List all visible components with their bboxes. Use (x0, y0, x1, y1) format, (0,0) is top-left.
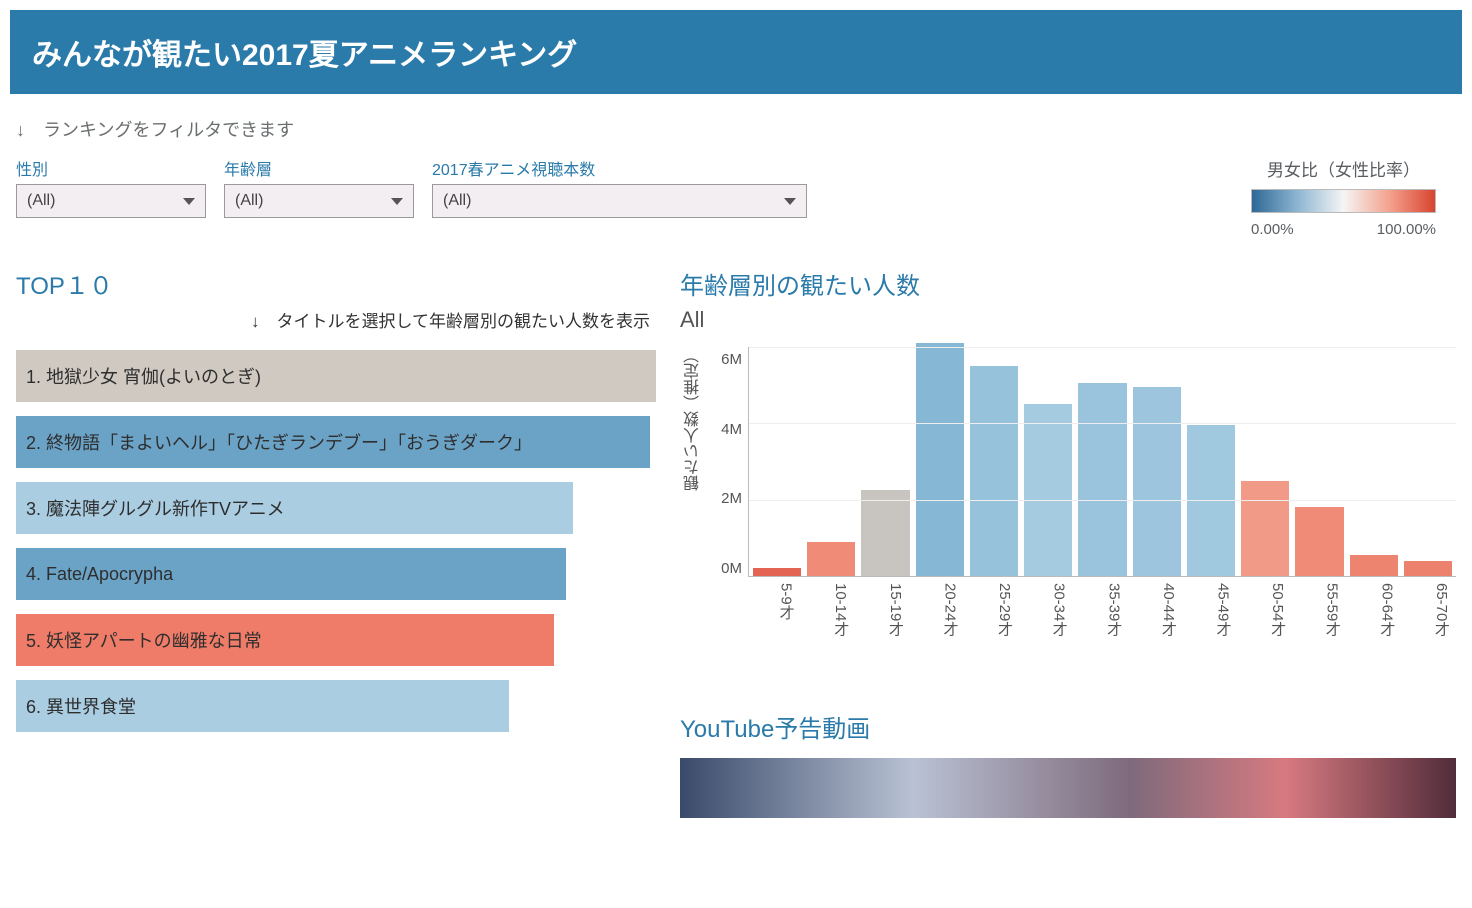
legend-max: 100.00% (1377, 221, 1436, 238)
y-tick: 0M (708, 560, 742, 577)
legend-min: 0.00% (1251, 221, 1294, 238)
filter-value: (All) (27, 192, 55, 210)
age-chart-y-axis: 6M 4M 2M 0M (708, 347, 742, 577)
chevron-down-icon (391, 198, 403, 205)
age-bar[interactable] (1078, 383, 1126, 576)
ranking-bar[interactable]: 3. 魔法陣グルグル新作TVアニメ (16, 482, 573, 534)
youtube-section-title: YouTube予告動画 (680, 709, 1456, 744)
age-bar[interactable] (753, 568, 801, 576)
ranking-bar[interactable]: 5. 妖怪アパートの幽雅な日常 (16, 614, 554, 666)
x-tick: 30-34才 (1021, 583, 1070, 663)
top10-bar-list: 1. 地獄少女 宵伽(よいのとぎ) 2. 終物語「まよいヘル」「ひたぎランデブー」… (16, 350, 656, 732)
age-bar[interactable] (916, 343, 964, 576)
filter-select[interactable]: (All) (432, 184, 807, 218)
age-bar[interactable] (861, 490, 909, 576)
filter-label: 年齢層 (224, 156, 414, 180)
x-tick: 10-14才 (803, 583, 852, 663)
filter-row: 性別 (All) 年齢層 (All) 2017春アニメ視聴本数 (All) 男女比（女性比… (0, 156, 1472, 238)
filter-年齢層: 年齢層 (All) (224, 156, 414, 218)
filter-value: (All) (235, 192, 263, 210)
age-chart-x-axis: 5-9才10-14才15-19才20-24才25-29才30-34才35-39才… (744, 577, 1456, 663)
filter-hint: ↓ ランキングをフィルタできます (0, 116, 1472, 156)
age-bar[interactable] (1241, 481, 1289, 576)
age-chart-title: 年齢層別の観たい人数 (680, 266, 1456, 301)
age-bar[interactable] (1133, 387, 1181, 576)
x-tick: 20-24才 (912, 583, 961, 663)
x-tick: 55-59才 (1294, 583, 1343, 663)
filter-select[interactable]: (All) (16, 184, 206, 218)
x-tick: 60-64才 (1349, 583, 1398, 663)
x-tick: 35-39才 (1076, 583, 1125, 663)
x-tick: 50-54才 (1239, 583, 1288, 663)
filter-value: (All) (443, 192, 471, 210)
top10-hint: ↓ タイトルを選択して年齢層別の観たい人数を表示 (16, 307, 656, 332)
age-bar[interactable] (1024, 404, 1072, 576)
age-bar[interactable] (1404, 561, 1452, 576)
y-tick: 2M (708, 490, 742, 507)
x-tick: 65-70才 (1403, 583, 1452, 663)
y-tick: 6M (708, 351, 742, 368)
filter-label: 2017春アニメ視聴本数 (432, 156, 807, 180)
age-chart: 観たい人数（推定） 6M 4M 2M 0M (680, 347, 1456, 577)
ranking-bar[interactable]: 2. 終物語「まよいヘル」「ひたぎランデブー」「おうぎダーク」 (16, 416, 650, 468)
top10-title: TOP１０ (16, 266, 656, 301)
ranking-bar[interactable]: 1. 地獄少女 宵伽(よいのとぎ) (16, 350, 656, 402)
ranking-bar[interactable]: 6. 異世界食堂 (16, 680, 509, 732)
x-tick: 45-49才 (1185, 583, 1234, 663)
filter-2017春アニメ視聴本数: 2017春アニメ視聴本数 (All) (432, 156, 807, 218)
chevron-down-icon (183, 198, 195, 205)
legend-gradient (1251, 189, 1436, 213)
age-bar[interactable] (1350, 555, 1398, 576)
x-tick: 5-9才 (748, 583, 797, 663)
age-bar[interactable] (807, 542, 855, 576)
age-chart-y-label: 観たい人数（推定） (680, 347, 708, 531)
ranking-bar[interactable]: 4. Fate/Apocrypha (16, 548, 566, 600)
filter-性別: 性別 (All) (16, 156, 206, 218)
age-chart-plot (748, 347, 1456, 577)
age-chart-subtitle: All (680, 307, 1456, 333)
x-tick: 40-44才 (1130, 583, 1179, 663)
youtube-preview-strip[interactable] (680, 758, 1456, 818)
age-bar[interactable] (970, 366, 1018, 576)
x-tick: 15-19才 (857, 583, 906, 663)
filter-select[interactable]: (All) (224, 184, 414, 218)
filter-label: 性別 (16, 156, 206, 180)
legend-title: 男女比（女性比率） (1267, 156, 1420, 181)
age-bar[interactable] (1295, 507, 1343, 576)
y-tick: 4M (708, 421, 742, 438)
x-tick: 25-29才 (966, 583, 1015, 663)
gender-ratio-legend: 男女比（女性比率） 0.00% 100.00% (1251, 156, 1436, 238)
chevron-down-icon (784, 198, 796, 205)
page-title: みんなが観たい2017夏アニメランキング (32, 39, 577, 72)
page-title-banner: みんなが観たい2017夏アニメランキング (10, 10, 1462, 94)
